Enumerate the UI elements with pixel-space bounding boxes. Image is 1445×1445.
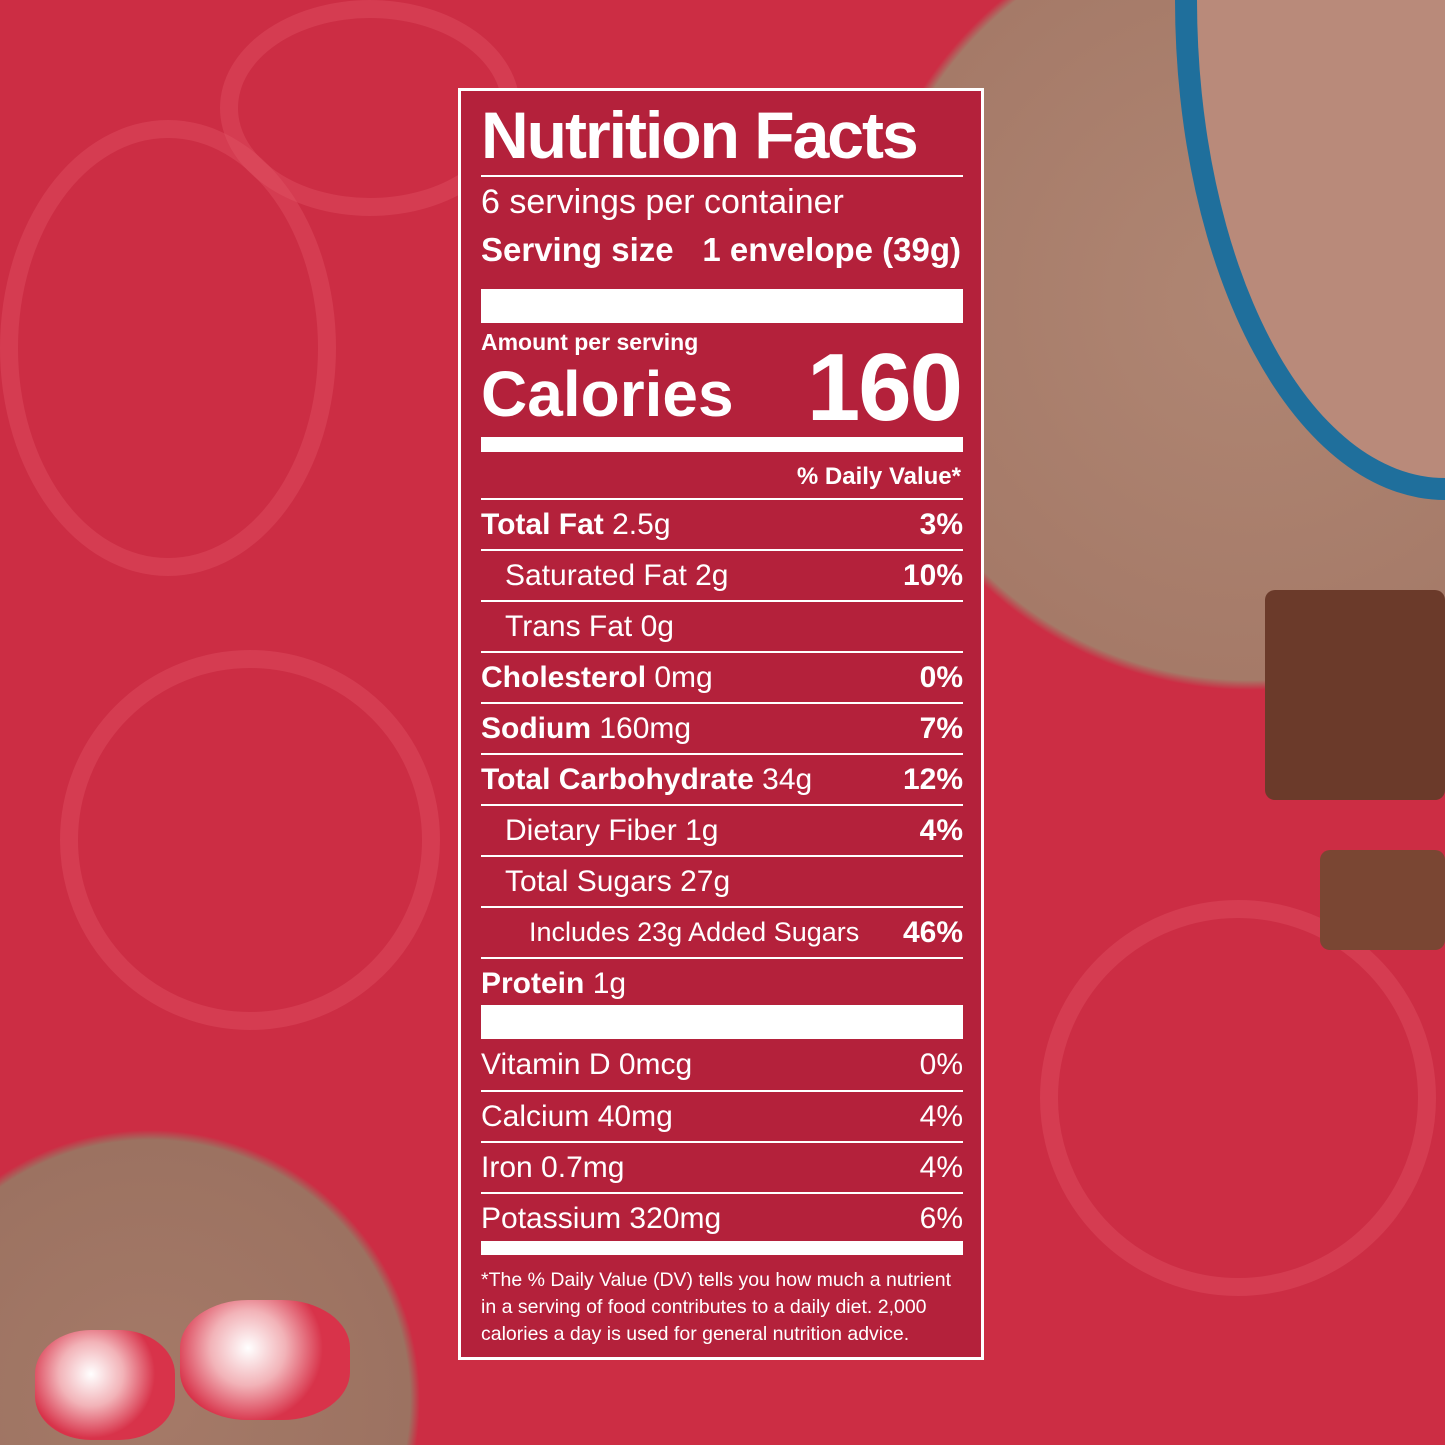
nutrient-daily-value: 0% (919, 660, 963, 694)
nutrition-facts-label: Nutrition Facts 6 servings per container… (458, 88, 984, 1360)
nutrient-name: Total Carbohydrate 34g (481, 763, 812, 797)
nutrient-daily-value: 7% (919, 711, 963, 745)
vitamin-label: Iron (481, 1150, 533, 1184)
nutrient-row: Protein 1g (481, 957, 963, 1008)
vitamin-row: Vitamin D 0mcg 0% (481, 1039, 963, 1090)
nutrient-label: Includes 23g Added Sugars (529, 917, 860, 947)
divider (481, 175, 963, 177)
peppermint-candy-image (35, 1330, 175, 1440)
nutrient-amount: 1g (685, 813, 719, 847)
nutrient-amount: 1g (592, 966, 627, 1000)
chocolate-chunk-image (1265, 590, 1445, 800)
nutrient-label: Saturated Fat (505, 558, 687, 592)
vitamin-row: Potassium 320mg 6% (481, 1192, 963, 1243)
vitamin-daily-value: 6% (919, 1201, 963, 1235)
calories-label: Calories (481, 358, 734, 430)
serving-size-label: Serving size (481, 231, 674, 268)
nutrient-name: Total Fat 2.5g (481, 508, 671, 542)
nutrient-row: Dietary Fiber 1g 4% (481, 804, 963, 855)
label-title: Nutrition Facts (481, 98, 919, 172)
nutrient-name: Protein 1g (481, 967, 626, 1001)
nutrient-label: Sodium (481, 711, 591, 745)
nutrient-row: Cholesterol 0mg 0% (481, 651, 963, 702)
nutrient-daily-value: 12% (902, 762, 963, 796)
serving-size: Serving size 1 envelope (39g) (481, 231, 961, 269)
chocolate-chunk-image (1320, 850, 1445, 950)
nutrient-row: Total Fat 2.5g 3% (481, 498, 963, 549)
nutrient-amount: 2g (695, 558, 729, 592)
thick-divider (481, 1241, 963, 1255)
footnote: *The % Daily Value (DV) tells you how mu… (481, 1269, 952, 1345)
nutrient-row: Total Sugars 27g (481, 855, 963, 906)
vitamin-amount: 0mcg (618, 1047, 693, 1081)
nutrient-daily-value: 10% (902, 558, 963, 592)
nutrient-daily-value: 4% (919, 813, 963, 847)
swirl-decoration (1040, 900, 1436, 1296)
nutrient-name: Total Sugars 27g (481, 865, 730, 899)
nutrient-row: Sodium 160mg 7% (481, 702, 963, 753)
vitamin-row: Calcium 40mg 4% (481, 1090, 963, 1141)
nutrient-label: Total Fat (481, 507, 604, 541)
thick-divider (481, 1005, 963, 1039)
servings-per-container: 6 servings per container (481, 183, 844, 221)
nutrient-amount: 0g (640, 609, 674, 643)
nutrient-name: Dietary Fiber 1g (481, 814, 718, 848)
nutrient-amount: 34g (762, 762, 813, 796)
nutrient-label: Trans Fat (505, 609, 633, 643)
nutrient-row: Trans Fat 0g (481, 600, 963, 651)
peppermint-candy-image (180, 1300, 350, 1420)
calories-value: 160 (806, 334, 963, 441)
vitamin-daily-value: 4% (919, 1099, 963, 1133)
vitamin-amount: 320mg (629, 1201, 722, 1235)
nutrient-daily-value: 3% (919, 507, 963, 541)
nutrient-amount: 160mg (599, 711, 692, 745)
nutrient-name: Saturated Fat 2g (481, 559, 729, 593)
nutrient-amount: 0mg (654, 660, 713, 694)
cocoa-bowl-image (1175, 0, 1445, 500)
vitamin-daily-value: 4% (919, 1150, 963, 1184)
vitamin-label: Calcium (481, 1099, 590, 1133)
nutrient-name: Cholesterol 0mg (481, 661, 713, 695)
nutrient-label: Total Sugars (505, 864, 672, 898)
daily-value-header: % Daily Value* (796, 463, 961, 490)
nutrient-row: Saturated Fat 2g 10% (481, 549, 963, 600)
nutrient-name: Trans Fat 0g (481, 610, 674, 644)
vitamin-name: Vitamin D 0mcg (481, 1048, 692, 1082)
nutrient-label: Cholesterol (481, 660, 647, 694)
amount-per-serving: Amount per serving (481, 329, 699, 355)
nutrient-name: Includes 23g Added Sugars (481, 917, 859, 948)
nutrient-label: Protein (481, 966, 585, 1000)
nutrient-row: Includes 23g Added Sugars 46% (481, 906, 963, 957)
nutrient-label: Dietary Fiber (505, 813, 677, 847)
nutrient-amount: 2.5g (612, 507, 671, 541)
swirl-decoration (60, 650, 440, 1030)
vitamin-row: Iron 0.7mg 4% (481, 1141, 963, 1192)
vitamin-name: Potassium 320mg (481, 1202, 721, 1236)
thick-divider (481, 289, 963, 323)
nutrient-row: Total Carbohydrate 34g 12% (481, 753, 963, 804)
nutrient-daily-value: 46% (902, 915, 963, 949)
serving-size-value: 1 envelope (39g) (702, 231, 961, 268)
vitamin-amount: 40mg (597, 1099, 673, 1133)
vitamin-label: Vitamin D (481, 1047, 611, 1081)
vitamin-amount: 0.7mg (541, 1150, 625, 1184)
vitamin-daily-value: 0% (919, 1047, 963, 1081)
nutrient-amount: 27g (680, 864, 731, 898)
vitamin-name: Iron 0.7mg (481, 1151, 624, 1185)
nutrient-name: Sodium 160mg (481, 712, 691, 746)
vitamin-name: Calcium 40mg (481, 1100, 673, 1134)
vitamin-label: Potassium (481, 1201, 622, 1235)
nutrient-label: Total Carbohydrate (481, 762, 754, 796)
thick-divider (481, 437, 963, 452)
